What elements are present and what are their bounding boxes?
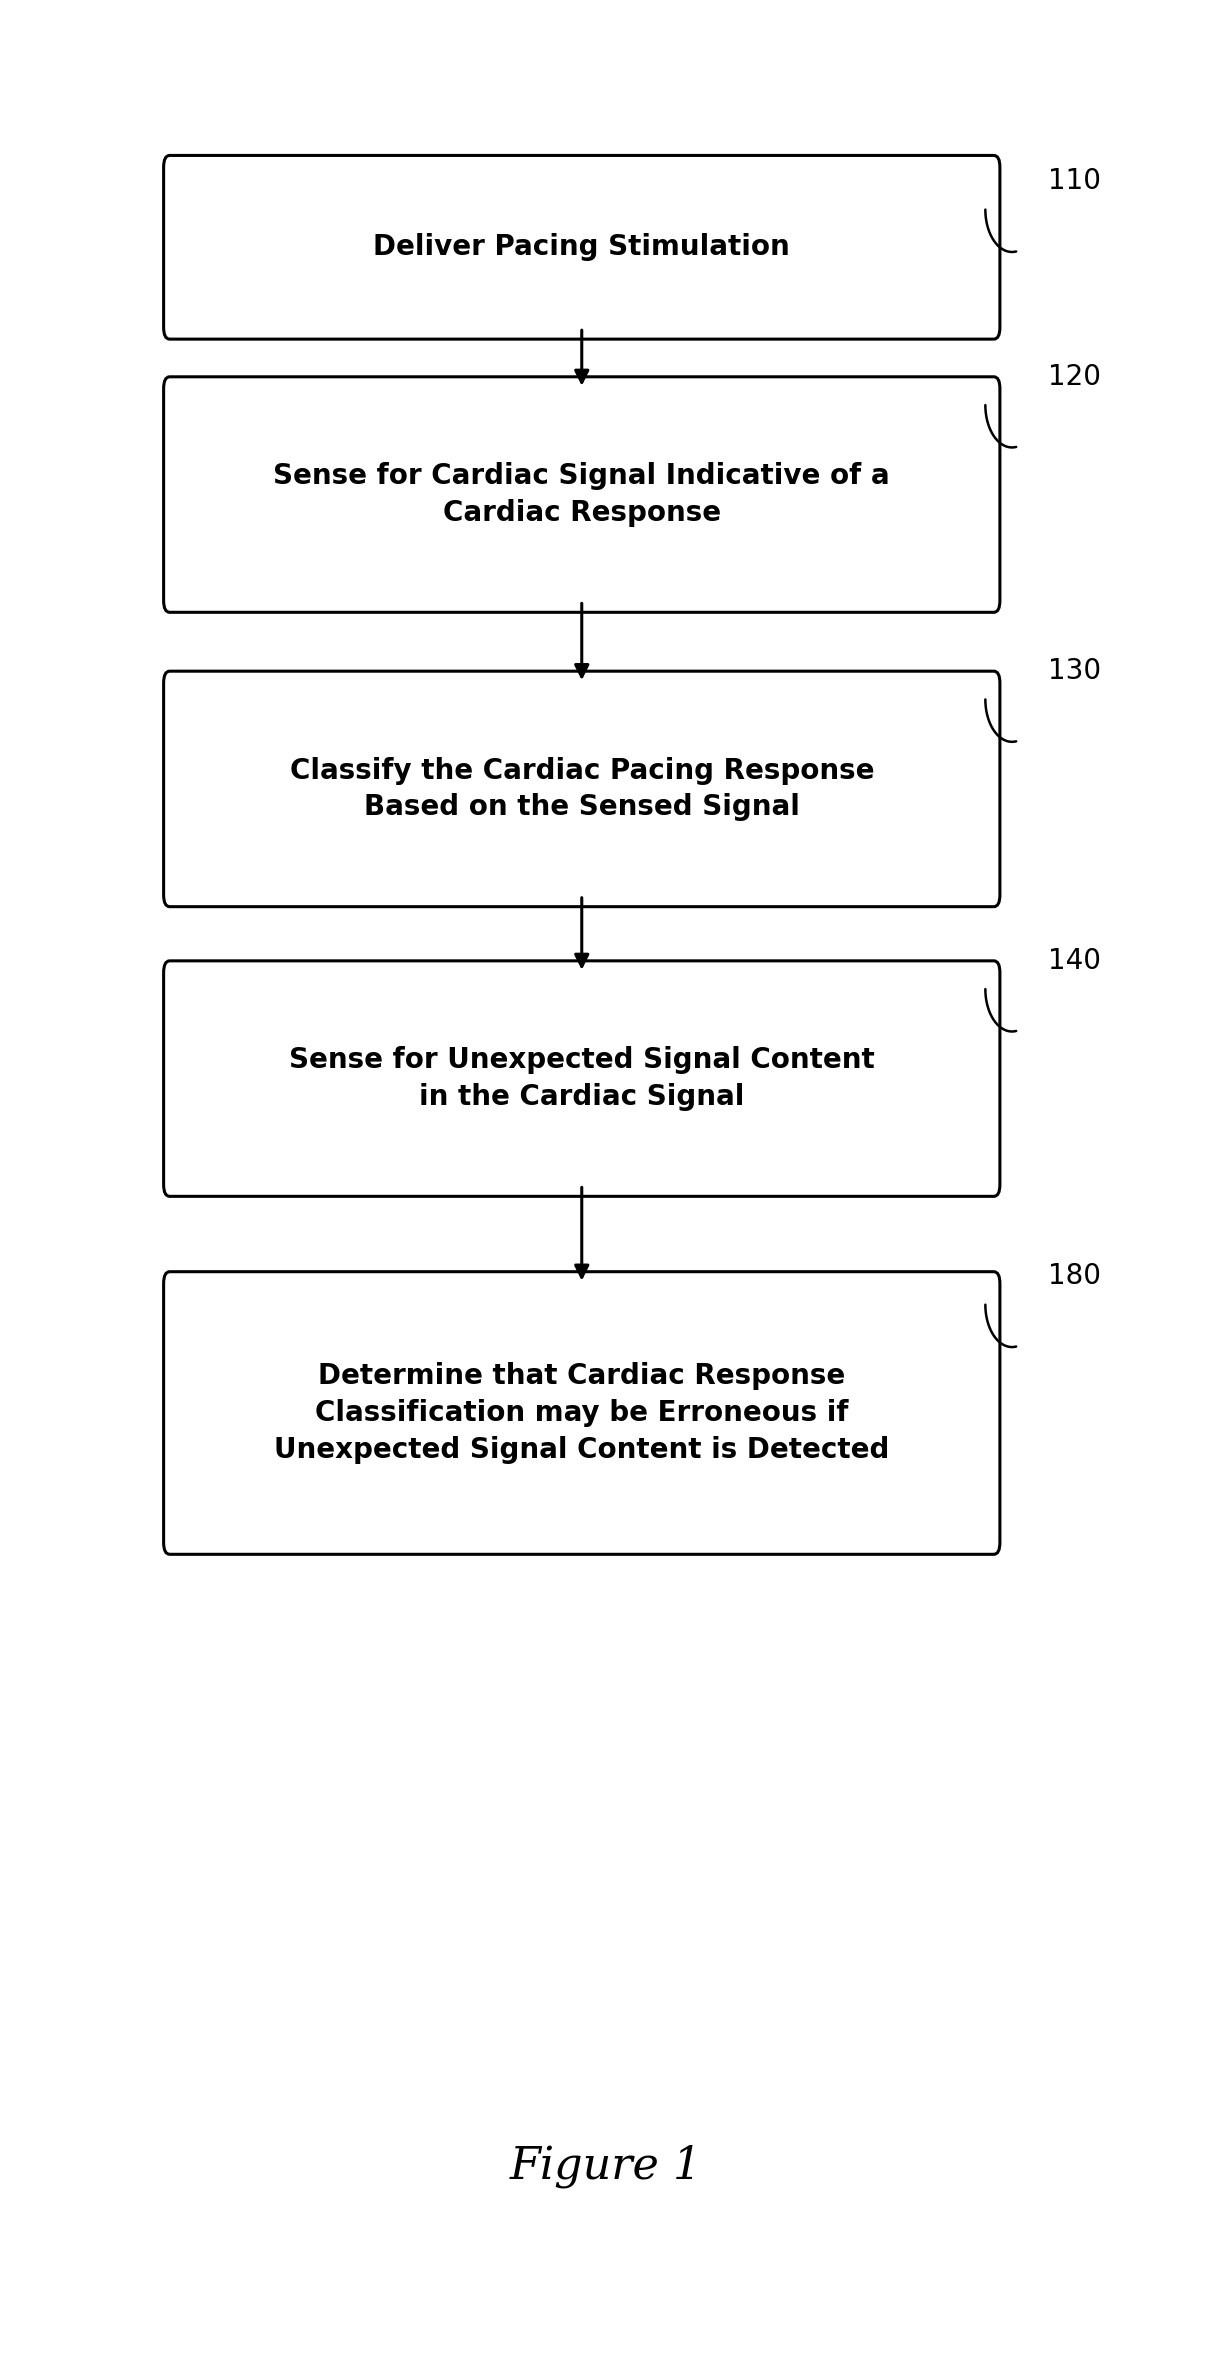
Text: Deliver Pacing Stimulation: Deliver Pacing Stimulation xyxy=(373,233,790,261)
Text: Figure 1: Figure 1 xyxy=(510,2145,702,2188)
FancyBboxPatch shape xyxy=(164,377,1000,612)
Text: 120: 120 xyxy=(1048,363,1102,391)
Text: Sense for Unexpected Signal Content
in the Cardiac Signal: Sense for Unexpected Signal Content in t… xyxy=(288,1046,875,1112)
FancyBboxPatch shape xyxy=(164,671,1000,907)
FancyBboxPatch shape xyxy=(164,1272,1000,1554)
Text: 110: 110 xyxy=(1048,167,1102,195)
Text: Sense for Cardiac Signal Indicative of a
Cardiac Response: Sense for Cardiac Signal Indicative of a… xyxy=(274,462,890,528)
Text: Determine that Cardiac Response
Classification may be Erroneous if
Unexpected Si: Determine that Cardiac Response Classifi… xyxy=(274,1361,890,1465)
FancyBboxPatch shape xyxy=(164,961,1000,1196)
Text: 180: 180 xyxy=(1048,1262,1102,1291)
FancyBboxPatch shape xyxy=(164,155,1000,339)
Text: Classify the Cardiac Pacing Response
Based on the Sensed Signal: Classify the Cardiac Pacing Response Bas… xyxy=(290,756,874,822)
Text: 130: 130 xyxy=(1048,657,1102,685)
Text: 140: 140 xyxy=(1048,947,1102,975)
